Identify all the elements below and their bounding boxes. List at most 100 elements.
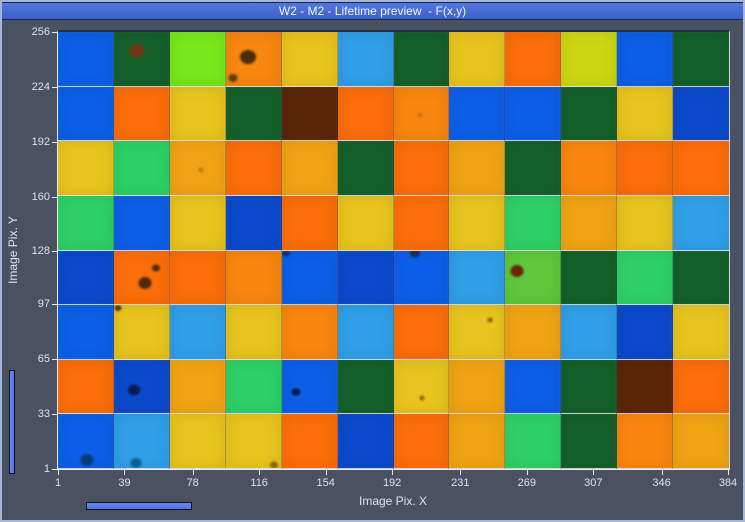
image-tile bbox=[281, 359, 338, 415]
defect-spot bbox=[239, 49, 256, 64]
image-tile bbox=[449, 414, 506, 469]
image-tile bbox=[169, 32, 226, 87]
image-tile bbox=[617, 359, 674, 415]
image-tile bbox=[169, 414, 226, 469]
image-tile bbox=[673, 305, 729, 360]
defect-spot bbox=[129, 44, 145, 59]
defect-spot bbox=[417, 112, 422, 117]
image-tile bbox=[169, 305, 226, 360]
lifetime-image-preview[interactable] bbox=[58, 32, 729, 469]
x-tick-mark bbox=[124, 470, 126, 475]
image-tile bbox=[393, 414, 450, 469]
image-tile bbox=[169, 359, 226, 415]
x-tick-label: 116 bbox=[250, 477, 268, 489]
image-tile bbox=[281, 86, 338, 142]
image-tile bbox=[449, 32, 506, 87]
image-tile bbox=[617, 414, 674, 469]
image-tile bbox=[225, 195, 282, 251]
image-tile bbox=[393, 359, 450, 415]
image-tile bbox=[393, 250, 450, 306]
image-tile bbox=[673, 250, 729, 306]
image-tile bbox=[225, 250, 282, 306]
image-tile bbox=[58, 359, 114, 415]
image-tile bbox=[617, 250, 674, 306]
defect-spot bbox=[419, 395, 425, 401]
defect-spot bbox=[127, 384, 140, 396]
defect-spot bbox=[487, 317, 493, 323]
image-tile bbox=[113, 305, 170, 360]
x-tick-mark bbox=[661, 470, 663, 475]
y-tick-label: 256 bbox=[31, 26, 50, 38]
image-tile bbox=[337, 414, 394, 469]
image-tile bbox=[673, 86, 729, 142]
x-axis-label: Image Pix. X bbox=[358, 494, 428, 508]
y-tick-label: 128 bbox=[31, 245, 50, 258]
x-tick-mark bbox=[192, 470, 194, 475]
x-tick-label: 307 bbox=[584, 477, 603, 489]
y-tick-label: 160 bbox=[31, 190, 50, 203]
image-tile bbox=[58, 32, 114, 87]
image-tile bbox=[505, 250, 562, 306]
image-tile bbox=[58, 414, 114, 469]
x-tick-mark bbox=[460, 470, 462, 475]
image-tile bbox=[393, 141, 450, 196]
image-tile bbox=[505, 32, 562, 87]
image-tile bbox=[337, 250, 394, 306]
image-tile bbox=[113, 195, 170, 251]
image-tile bbox=[505, 86, 562, 142]
y-tick-mark bbox=[52, 414, 57, 416]
x-tick-label: 346 bbox=[652, 477, 671, 489]
y-tick-label: 192 bbox=[31, 135, 50, 148]
image-tile bbox=[281, 250, 338, 306]
image-tile bbox=[673, 359, 729, 415]
image-tile bbox=[449, 141, 506, 196]
x-tick-label: 154 bbox=[316, 477, 335, 489]
image-tile bbox=[169, 195, 226, 251]
image-tile bbox=[505, 414, 562, 469]
image-tile bbox=[505, 305, 562, 360]
y-tick-mark bbox=[52, 304, 57, 306]
image-tile bbox=[225, 305, 282, 360]
image-tile bbox=[393, 305, 450, 360]
image-tile bbox=[58, 141, 114, 196]
x-tick-mark bbox=[58, 470, 59, 475]
image-tile bbox=[225, 414, 282, 469]
x-tick-label: 269 bbox=[517, 477, 536, 489]
x-range-slider[interactable] bbox=[86, 502, 192, 510]
defect-spot bbox=[510, 264, 524, 277]
image-tile bbox=[449, 359, 506, 415]
image-tile bbox=[561, 414, 618, 469]
image-tile bbox=[225, 86, 282, 142]
image-tile bbox=[337, 141, 394, 196]
image-tile bbox=[169, 141, 226, 196]
y-range-slider[interactable] bbox=[9, 370, 15, 474]
image-tile bbox=[561, 141, 618, 196]
y-tick-label: 97 bbox=[37, 298, 50, 311]
image-tile bbox=[225, 359, 282, 415]
image-tile bbox=[281, 414, 338, 469]
y-tick-mark bbox=[52, 86, 57, 88]
y-tick-label: 1 bbox=[43, 463, 50, 475]
x-tick-mark bbox=[392, 470, 394, 475]
image-tile bbox=[449, 305, 506, 360]
defect-spot bbox=[282, 250, 291, 257]
x-tick-label: 384 bbox=[718, 477, 738, 489]
image-tile bbox=[449, 86, 506, 142]
title-bar[interactable]: W2 - M2 - Lifetime preview - F(x,y) bbox=[2, 2, 743, 20]
y-axis-label: Image Pix. Y bbox=[6, 216, 20, 284]
image-tile bbox=[505, 195, 562, 251]
image-tile bbox=[617, 141, 674, 196]
defect-spot bbox=[198, 167, 204, 173]
x-tick-label: 1 bbox=[54, 477, 62, 489]
image-tile bbox=[617, 32, 674, 87]
image-tile bbox=[337, 305, 394, 360]
image-tile bbox=[113, 414, 170, 469]
image-tile bbox=[561, 195, 618, 251]
defect-spot bbox=[228, 74, 238, 83]
image-tile bbox=[225, 32, 282, 87]
image-tile bbox=[169, 250, 226, 306]
y-tick-label: 33 bbox=[37, 408, 50, 421]
image-tile bbox=[505, 141, 562, 196]
